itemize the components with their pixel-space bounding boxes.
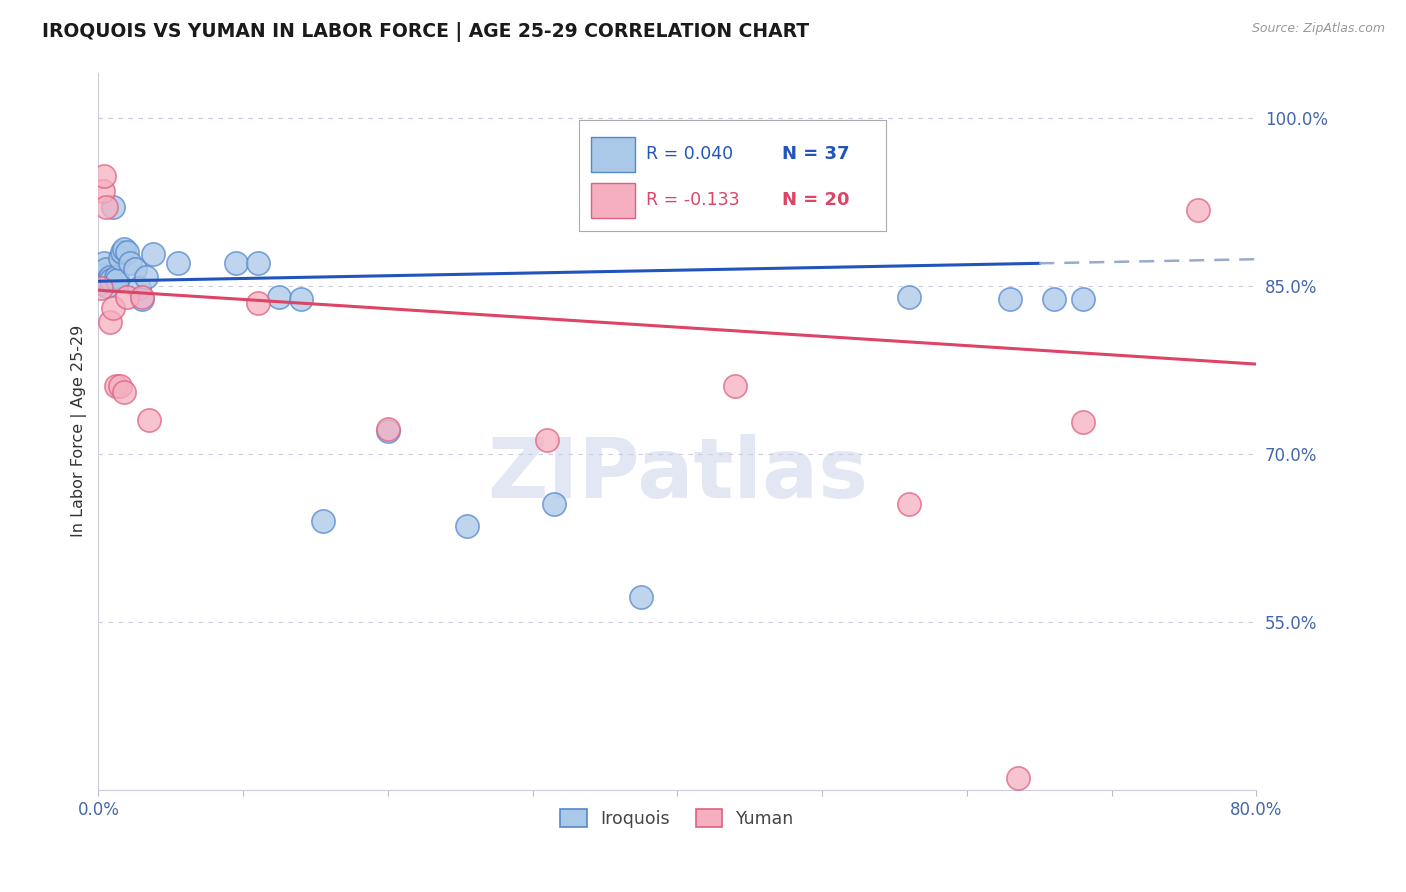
Point bbox=[167, 256, 190, 270]
Point bbox=[112, 242, 135, 256]
Point bbox=[246, 295, 269, 310]
FancyBboxPatch shape bbox=[591, 137, 634, 172]
Point bbox=[1187, 202, 1209, 217]
Point bbox=[138, 413, 160, 427]
Point bbox=[246, 256, 269, 270]
Point bbox=[377, 422, 399, 436]
Point bbox=[1000, 292, 1022, 306]
Point bbox=[108, 251, 131, 265]
Point bbox=[93, 256, 115, 270]
Point bbox=[100, 273, 122, 287]
Text: IROQUOIS VS YUMAN IN LABOR FORCE | AGE 25-29 CORRELATION CHART: IROQUOIS VS YUMAN IN LABOR FORCE | AGE 2… bbox=[42, 22, 810, 42]
Y-axis label: In Labor Force | Age 25-29: In Labor Force | Age 25-29 bbox=[72, 326, 87, 537]
Point bbox=[96, 278, 118, 293]
FancyBboxPatch shape bbox=[591, 184, 634, 218]
Point bbox=[630, 590, 652, 604]
Point bbox=[128, 281, 150, 295]
Point bbox=[543, 497, 565, 511]
Point bbox=[124, 261, 146, 276]
Point bbox=[312, 514, 335, 528]
Point bbox=[456, 519, 478, 533]
Point bbox=[142, 247, 165, 261]
Point bbox=[117, 245, 139, 260]
Text: N = 20: N = 20 bbox=[782, 191, 849, 209]
Point bbox=[93, 169, 115, 183]
Text: Source: ZipAtlas.com: Source: ZipAtlas.com bbox=[1251, 22, 1385, 36]
Point bbox=[105, 273, 128, 287]
Point bbox=[94, 200, 117, 214]
Point bbox=[104, 269, 127, 284]
Point bbox=[97, 273, 120, 287]
Point bbox=[898, 497, 921, 511]
Legend: Iroquois, Yuman: Iroquois, Yuman bbox=[554, 802, 801, 835]
Text: ZIPatlas: ZIPatlas bbox=[486, 434, 868, 515]
Point bbox=[1042, 292, 1064, 306]
Point bbox=[135, 269, 157, 284]
Point bbox=[131, 292, 153, 306]
Point bbox=[94, 261, 117, 276]
Point bbox=[898, 290, 921, 304]
Point bbox=[104, 379, 127, 393]
Text: R = -0.133: R = -0.133 bbox=[647, 191, 740, 209]
FancyBboxPatch shape bbox=[579, 120, 886, 231]
Text: N = 37: N = 37 bbox=[782, 145, 849, 163]
Point bbox=[131, 290, 153, 304]
Point bbox=[108, 379, 131, 393]
Point bbox=[110, 245, 132, 260]
Point bbox=[101, 200, 124, 214]
Point bbox=[1071, 415, 1094, 429]
Point bbox=[1071, 292, 1094, 306]
Point bbox=[290, 292, 312, 306]
Point bbox=[120, 256, 142, 270]
Point bbox=[91, 268, 114, 282]
Point bbox=[269, 290, 291, 304]
Point bbox=[93, 273, 115, 287]
Point bbox=[90, 281, 112, 295]
Point bbox=[98, 314, 121, 328]
Point bbox=[90, 277, 112, 291]
Point bbox=[377, 424, 399, 438]
Point bbox=[536, 434, 558, 448]
Point bbox=[724, 379, 747, 393]
Point bbox=[112, 385, 135, 400]
Point bbox=[101, 301, 124, 315]
Point bbox=[1007, 772, 1029, 786]
Text: R = 0.040: R = 0.040 bbox=[647, 145, 734, 163]
Point bbox=[98, 269, 121, 284]
Point bbox=[117, 290, 139, 304]
Point bbox=[225, 256, 247, 270]
Point bbox=[91, 184, 114, 198]
Point bbox=[94, 273, 117, 287]
